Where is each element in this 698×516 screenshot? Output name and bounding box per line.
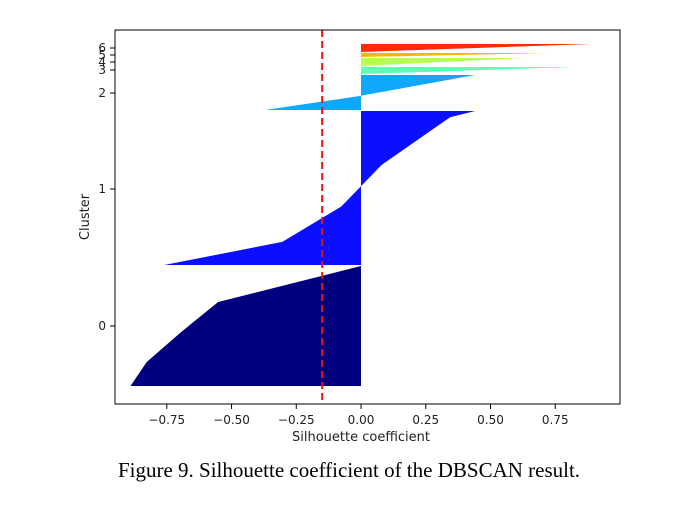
x-tick-label: −0.50	[213, 413, 250, 427]
y-tick-label: 6	[98, 41, 106, 55]
y-tick-label: 4	[98, 55, 106, 69]
x-tick-label: −0.75	[148, 413, 185, 427]
x-axis: −0.75 −0.50 −0.25 0.00 0.25 0.50 0.75	[148, 404, 569, 427]
cluster-1-silhouette	[164, 111, 475, 265]
silhouette-chart: −0.75 −0.50 −0.25 0.00 0.25 0.50 0.75 0123456 …	[78, 29, 621, 445]
cluster-4-silhouette	[361, 58, 525, 66]
x-tick-label: 0.25	[412, 413, 439, 427]
cluster-0-silhouette	[130, 266, 361, 386]
x-axis-label: Silhouette coefficient	[292, 430, 430, 445]
x-tick-label: 0.50	[477, 413, 504, 427]
x-tick-label: 0.00	[348, 413, 375, 427]
y-tick-label: 0	[98, 319, 106, 333]
figure-caption: Figure 9. Silhouette coefficient of the …	[117, 458, 581, 482]
x-tick-label: 0.75	[542, 413, 569, 427]
plot-frame	[114, 29, 621, 405]
y-axis-label: Cluster	[78, 193, 93, 240]
cluster-bars	[130, 44, 592, 386]
cluster-6-silhouette	[361, 44, 592, 52]
y-tick-label: 3	[98, 63, 106, 77]
cluster-2-silhouette	[265, 75, 475, 110]
y-tick-label: 5	[98, 48, 106, 62]
cluster-5-silhouette	[361, 53, 548, 57]
y-tick-label: 1	[98, 182, 106, 196]
y-tick-label: 2	[98, 86, 106, 100]
cluster-3-silhouette	[361, 67, 574, 74]
x-tick-label: −0.25	[278, 413, 315, 427]
